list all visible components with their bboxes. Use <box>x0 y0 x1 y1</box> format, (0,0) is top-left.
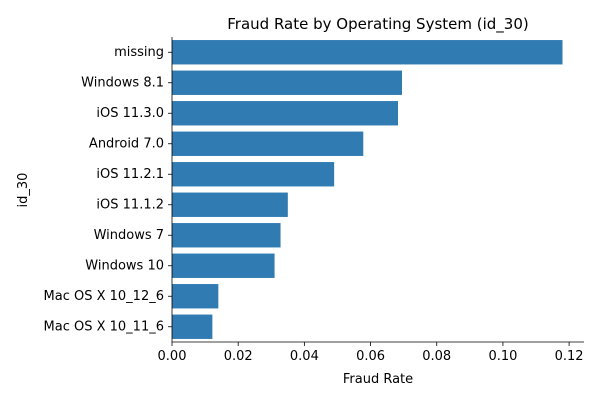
y-tick-label: Windows 8.1 <box>81 75 164 90</box>
bar <box>172 253 275 278</box>
y-tick-label: Windows 7 <box>94 228 164 243</box>
x-axis-label: Fraud Rate <box>343 372 413 387</box>
y-tick-label: Mac OS X 10_12_6 <box>44 289 164 304</box>
bar <box>172 70 402 95</box>
y-tick-label: iOS 11.1.2 <box>96 197 164 212</box>
bar <box>172 101 399 126</box>
bar <box>172 284 219 309</box>
bar <box>172 314 213 339</box>
y-tick-label: Mac OS X 10_11_6 <box>44 319 164 334</box>
bar <box>172 192 288 217</box>
x-tick-label: 0.04 <box>290 349 319 364</box>
x-tick-label: 0.00 <box>158 349 187 364</box>
y-tick-label: Android 7.0 <box>89 136 164 151</box>
x-tick-label: 0.10 <box>488 349 517 364</box>
y-tick-labels: missing Windows 8.1 iOS 11.3.0 Android 7.0 i… <box>44 45 172 334</box>
bar <box>172 40 563 65</box>
x-tick-label: 0.06 <box>356 349 385 364</box>
y-tick-label: missing <box>114 45 164 60</box>
bar-group <box>172 40 563 339</box>
x-tick-label: 0.08 <box>422 349 451 364</box>
y-tick-label: Windows 10 <box>85 258 164 273</box>
bar <box>172 223 281 248</box>
x-tick-labels: 0.00 0.02 0.04 0.06 0.08 0.10 0.12 <box>158 342 584 364</box>
y-tick-label: iOS 11.2.1 <box>96 167 164 182</box>
bar <box>172 162 335 187</box>
chart-title: Fraud Rate by Operating System (id_30) <box>227 15 528 34</box>
y-axis-label: id_30 <box>16 173 31 208</box>
bar <box>172 131 364 156</box>
x-tick-label: 0.12 <box>555 349 584 364</box>
x-tick-label: 0.02 <box>224 349 253 364</box>
y-tick-label: iOS 11.3.0 <box>96 106 164 121</box>
